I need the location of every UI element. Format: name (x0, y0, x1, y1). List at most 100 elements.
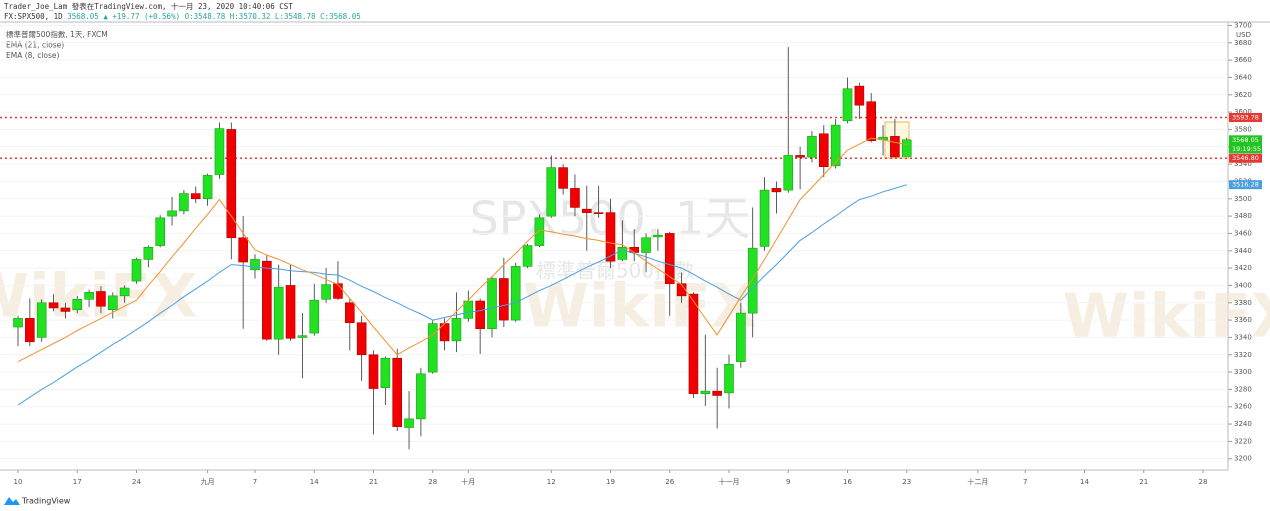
candle-body (179, 193, 189, 212)
y-tick-label: 3220 (1234, 437, 1252, 445)
x-tick-label: 21 (1139, 478, 1148, 486)
price-tag (1229, 113, 1262, 123)
x-tick-label: 12 (547, 478, 556, 486)
ema-line (17, 184, 907, 406)
candle-body (72, 298, 83, 310)
candle-body (285, 285, 296, 339)
candle-body (250, 259, 260, 271)
candle-body (297, 335, 308, 338)
brand-logo (4, 497, 20, 505)
x-tick-label: 7 (253, 478, 257, 486)
author-line: Trader_Joe_Lam 發表在TradingView.com, 十一月 2… (4, 1, 293, 11)
candle-body (262, 260, 272, 340)
candle-body (688, 293, 699, 395)
candle-body (321, 284, 331, 300)
x-tick-label: 9 (786, 478, 790, 486)
price-tag-label: 3516.28 (1232, 181, 1259, 189)
candle-body (13, 318, 23, 328)
legend-entry: EMA (8, close) (6, 51, 60, 60)
y-tick-label: 3260 (1234, 403, 1252, 411)
candle-body (356, 322, 367, 356)
x-tick-label: 十二月 (967, 477, 988, 486)
price-tag (1229, 153, 1262, 163)
x-tick-label: 19 (606, 478, 615, 486)
y-tick-label: 3340 (1234, 333, 1252, 341)
candle-body (344, 302, 355, 323)
y-tick-label: 3480 (1234, 212, 1252, 220)
candle-body (499, 278, 509, 321)
candle-body (641, 237, 651, 253)
x-tick-label: 17 (73, 478, 82, 486)
candle-body (392, 357, 403, 427)
candle-body (238, 237, 248, 263)
candle-body (25, 318, 35, 343)
candle-body (202, 175, 213, 200)
candle-body (155, 217, 165, 246)
candle-body (487, 278, 497, 330)
y-tick-label: 3460 (1234, 229, 1252, 237)
candle-body (48, 302, 59, 309)
y-tick-label: 3420 (1234, 264, 1252, 272)
candle-body (736, 312, 746, 362)
candle-body (475, 300, 485, 330)
change: ▲ +19.77 (+0.56%) (103, 12, 180, 21)
candle-body (60, 307, 71, 312)
x-tick-label: 十一月 (719, 477, 740, 486)
y-tick-label: 3300 (1234, 368, 1252, 376)
candle-body (795, 155, 805, 158)
ema-line (17, 137, 907, 363)
candle-body (534, 217, 545, 246)
y-tick-label: 3440 (1234, 247, 1252, 255)
y-tick-label: 3660 (1234, 56, 1252, 64)
x-tick-label: 16 (843, 478, 852, 486)
brand-watermark: WikiFX (523, 272, 757, 342)
price-tag-label: 3568.05 (1232, 136, 1259, 144)
candle-body (570, 188, 580, 208)
candle-body (771, 188, 782, 193)
candle-body (724, 363, 734, 394)
price-tag-label: 3546.80 (1232, 154, 1259, 162)
candle-body (842, 88, 853, 122)
brand-watermark: WikiFX (1063, 282, 1270, 352)
x-tick-label: 26 (665, 478, 674, 486)
x-tick-label: 28 (428, 478, 437, 486)
candle-body (522, 245, 533, 267)
candle-body (807, 136, 817, 158)
candle-body (226, 129, 237, 239)
candle-body (854, 85, 865, 106)
legend-entry: EMA (21, close) (6, 41, 64, 50)
legend: 標準普爾500指數, 1天, FXCM EMA (21, close)EMA (8… (6, 29, 108, 60)
candle-body (36, 302, 47, 338)
candle-body (427, 323, 438, 373)
y-tick-label: 3200 (1234, 455, 1252, 463)
y-tick-label: 3640 (1234, 73, 1252, 81)
legend-entry: 標準普爾500指數, 1天, FXCM (6, 29, 108, 39)
y-tick-label: 3500 (1234, 195, 1252, 203)
candle-body (84, 292, 94, 300)
countdown: 19:19:55 (1232, 145, 1261, 153)
candle-body (463, 300, 474, 319)
x-tick-label: 十月 (461, 477, 475, 486)
candle-body (380, 357, 391, 388)
candle-body (830, 124, 841, 167)
x-tick-label: 10 (14, 478, 23, 486)
candle-body (866, 101, 877, 142)
y-tick-label: 3380 (1234, 299, 1252, 307)
candle-body (333, 283, 343, 299)
y-tick-label: 3540 (1234, 160, 1252, 168)
candle-body (759, 189, 770, 247)
y-tick-label: 3700 (1234, 21, 1252, 29)
candle-body (96, 291, 106, 307)
candle-body (605, 212, 616, 262)
candle-body (653, 234, 663, 238)
candle-body (747, 247, 758, 314)
x-tick-label: 九月 (201, 477, 215, 486)
candle-body (581, 208, 592, 213)
candle-body (190, 193, 201, 200)
candle-body (214, 128, 225, 175)
price-tag (1229, 135, 1262, 154)
ohlc: O:3548.78 H:3570.32 L:3548.78 C:3568.05 (185, 12, 361, 21)
